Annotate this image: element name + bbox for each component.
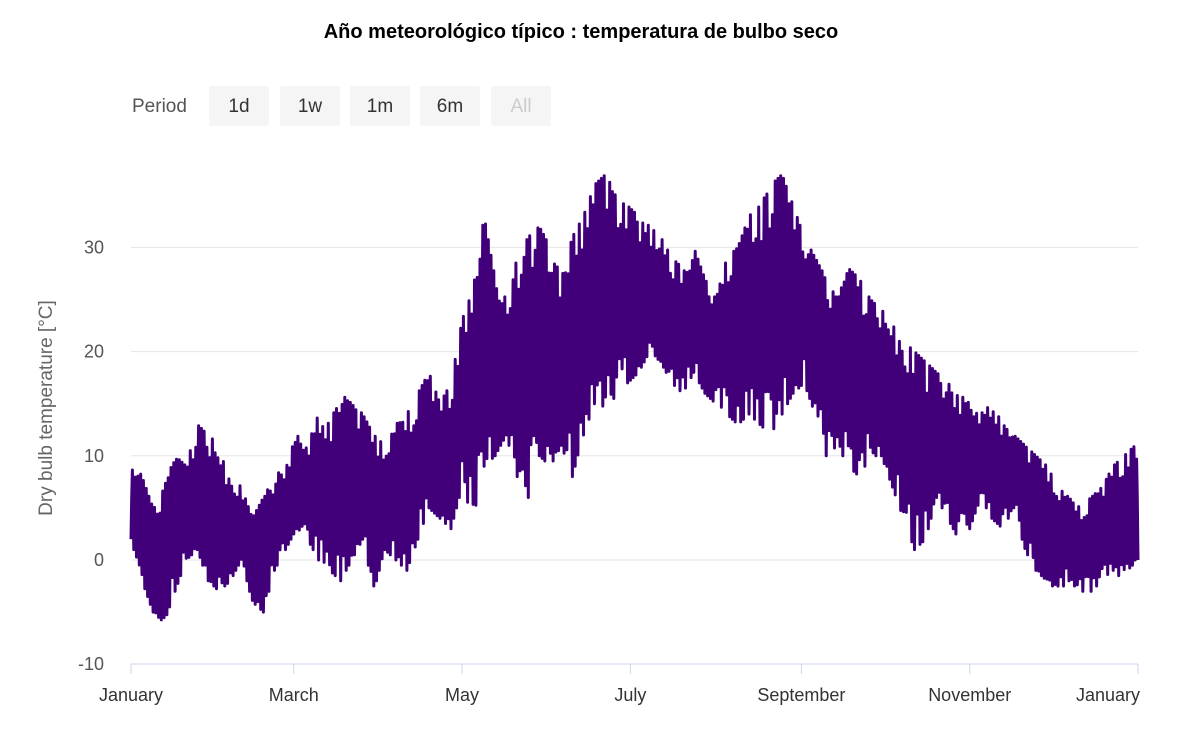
x-tick-label: March [269, 685, 319, 705]
x-tick-label: November [928, 685, 1011, 705]
range-button-1d[interactable]: 1d [209, 86, 269, 126]
y-axis-title: Dry bulb temperature [°C] [36, 300, 57, 516]
range-button-all[interactable]: All [491, 86, 551, 126]
y-tick-label: 20 [84, 342, 104, 362]
y-tick-label: 0 [94, 550, 104, 570]
range-selector-label: Period [132, 96, 187, 117]
range-button-1m[interactable]: 1m [350, 86, 410, 126]
x-tick-label: July [614, 685, 646, 705]
range-button-1w-label: 1w [298, 96, 323, 117]
series-line [129, 174, 1140, 622]
y-tick-label: -10 [78, 654, 104, 674]
range-button-1w[interactable]: 1w [280, 86, 340, 126]
x-tick-label: January [1076, 685, 1140, 705]
x-tick-label: May [445, 685, 479, 705]
range-button-1d-label: 1d [228, 96, 249, 117]
range-button-all-label: All [510, 96, 531, 117]
range-button-6m[interactable]: 6m [420, 86, 480, 126]
y-tick-label: 10 [84, 446, 104, 466]
y-axis-ticks: -10 0 10 20 30 [78, 237, 104, 674]
range-selector: Period 1d 1w 1m 6m All [132, 86, 551, 126]
x-tick-label: January [99, 685, 163, 705]
x-axis: January March May July September November Janu… [99, 663, 1140, 705]
chart-title: Año meteorológico típico : temperatura d… [324, 21, 839, 43]
series-dry-bulb-temperature [129, 174, 1140, 622]
x-tick-label: September [757, 685, 845, 705]
y-tick-label: 30 [84, 237, 104, 257]
range-button-1m-label: 1m [367, 96, 393, 117]
range-button-6m-label: 6m [437, 96, 463, 117]
